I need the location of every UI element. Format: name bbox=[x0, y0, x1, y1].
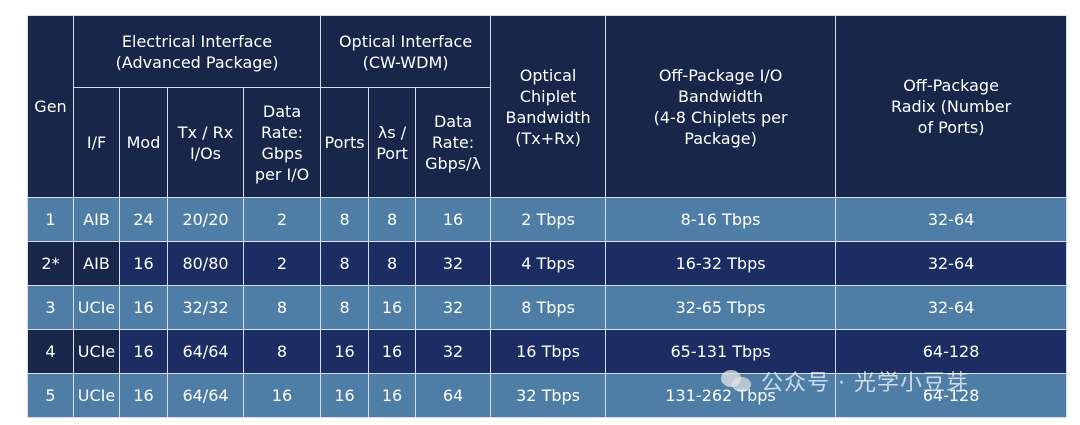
cell-ports: 16 bbox=[320, 329, 370, 374]
cell-ports: 16 bbox=[320, 373, 370, 418]
cell-chiplet-bw: 32 Tbps bbox=[490, 373, 607, 418]
cell-rate-lambda: 16 bbox=[415, 197, 492, 242]
cell-rate-io: 2 bbox=[242, 241, 322, 286]
header-off-package-radix: Off-Package Radix (Number of Ports) bbox=[835, 15, 1068, 198]
cell-tx-rx: 64/64 bbox=[167, 329, 244, 374]
header-data-rate-per-lambda: Data Rate: Gbps/λ bbox=[415, 87, 492, 198]
cell-rate-lambda: 32 bbox=[415, 329, 492, 374]
cell-tx-rx: 64/64 bbox=[167, 373, 244, 418]
cell-tx-rx: 80/80 bbox=[167, 241, 244, 286]
header-optical-interface: Optical Interface (CW-WDM) bbox=[320, 15, 492, 88]
cell-rate-io: 2 bbox=[242, 197, 322, 242]
cell-chiplet-bw: 2 Tbps bbox=[490, 197, 607, 242]
cell-io-bw: 8-16 Tbps bbox=[605, 197, 837, 242]
cell-if: UCIe bbox=[73, 285, 120, 330]
cell-io-bw: 32-65 Tbps bbox=[605, 285, 837, 330]
cell-radix: 32-64 bbox=[835, 197, 1068, 242]
cell-tx-rx: 20/20 bbox=[167, 197, 244, 242]
table-row: 3 UCIe 16 32/32 8 8 16 32 8 Tbps 32-65 T… bbox=[27, 285, 1068, 330]
cell-if: UCIe bbox=[73, 329, 120, 374]
cell-lambdas: 16 bbox=[368, 373, 417, 418]
header-off-package-io-bandwidth: Off-Package I/O Bandwidth (4-8 Chiplets … bbox=[605, 15, 837, 198]
table-row: 1 AIB 24 20/20 2 8 8 16 2 Tbps 8-16 Tbps… bbox=[27, 197, 1068, 242]
cell-lambdas: 8 bbox=[368, 241, 417, 286]
cell-mod: 16 bbox=[119, 373, 168, 418]
header-if: I/F bbox=[73, 87, 120, 198]
cell-if: AIB bbox=[73, 241, 120, 286]
cell-lambdas: 16 bbox=[368, 329, 417, 374]
header-electrical-interface: Electrical Interface (Advanced Package) bbox=[72, 15, 322, 88]
cell-rate-io: 16 bbox=[242, 373, 322, 418]
table-row: 4 UCIe 16 64/64 8 16 16 32 16 Tbps 65-13… bbox=[27, 329, 1068, 374]
header-lambdas-per-port: λs / Port bbox=[368, 87, 417, 198]
cell-rate-lambda: 64 bbox=[415, 373, 492, 418]
header-ports: Ports bbox=[320, 87, 370, 198]
cell-mod: 16 bbox=[119, 285, 168, 330]
cell-if: UCIe bbox=[73, 373, 120, 418]
cell-io-bw: 16-32 Tbps bbox=[605, 241, 837, 286]
cell-lambdas: 8 bbox=[368, 197, 417, 242]
cell-rate-io: 8 bbox=[242, 285, 322, 330]
cell-chiplet-bw: 8 Tbps bbox=[490, 285, 607, 330]
table-row: 5 UCIe 16 64/64 16 16 16 64 32 Tbps 131-… bbox=[27, 373, 1068, 418]
cell-ports: 8 bbox=[320, 285, 370, 330]
cell-gen: 3 bbox=[27, 285, 74, 330]
cell-gen: 5 bbox=[27, 373, 74, 418]
header-data-rate-per-io: Data Rate: Gbps per I/O bbox=[242, 87, 322, 198]
spec-table: Gen Electrical Interface (Advanced Packa… bbox=[27, 15, 1068, 418]
header-gen: Gen bbox=[27, 15, 74, 198]
header-mod: Mod bbox=[119, 87, 168, 198]
cell-mod: 24 bbox=[119, 197, 168, 242]
cell-ports: 8 bbox=[320, 197, 370, 242]
cell-mod: 16 bbox=[119, 329, 168, 374]
header-optical-chiplet-bandwidth: Optical Chiplet Bandwidth (Tx+Rx) bbox=[490, 15, 607, 198]
cell-radix: 32-64 bbox=[835, 285, 1068, 330]
cell-rate-lambda: 32 bbox=[415, 285, 492, 330]
cell-chiplet-bw: 4 Tbps bbox=[490, 241, 607, 286]
cell-mod: 16 bbox=[119, 241, 168, 286]
cell-rate-io: 8 bbox=[242, 329, 322, 374]
cell-radix: 32-64 bbox=[835, 241, 1068, 286]
cell-gen: 1 bbox=[27, 197, 74, 242]
cell-rate-lambda: 32 bbox=[415, 241, 492, 286]
cell-ports: 8 bbox=[320, 241, 370, 286]
cell-io-bw: 131-262 Tbps bbox=[605, 373, 837, 418]
header-tx-rx-ios: Tx / Rx I/Os bbox=[167, 87, 244, 198]
cell-gen: 4 bbox=[27, 329, 74, 374]
cell-radix: 64-128 bbox=[835, 329, 1068, 374]
cell-if: AIB bbox=[73, 197, 120, 242]
cell-gen: 2* bbox=[27, 241, 74, 286]
cell-radix: 64-128 bbox=[835, 373, 1068, 418]
cell-io-bw: 65-131 Tbps bbox=[605, 329, 837, 374]
cell-chiplet-bw: 16 Tbps bbox=[490, 329, 607, 374]
cell-lambdas: 16 bbox=[368, 285, 417, 330]
table-row: 2* AIB 16 80/80 2 8 8 32 4 Tbps 16-32 Tb… bbox=[27, 241, 1068, 286]
cell-tx-rx: 32/32 bbox=[167, 285, 244, 330]
